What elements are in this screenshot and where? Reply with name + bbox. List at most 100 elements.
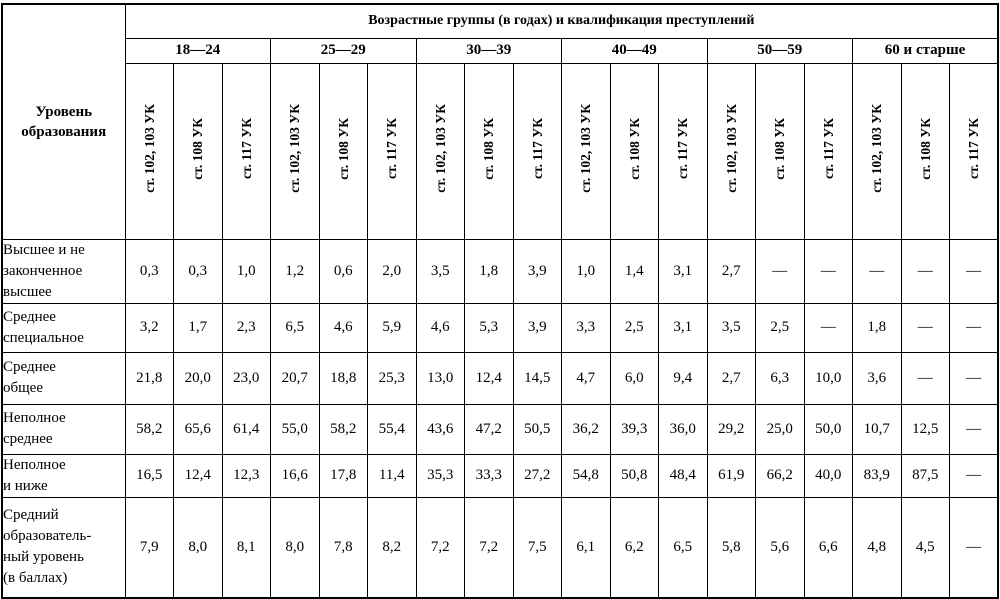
row-label-education-level: Среднее общее: [1, 351, 126, 405]
table-row: Неполное среднее 58,2 65,6 61,4 55,0 58,2 55,4…: [1, 403, 999, 455]
table-row: Среднее общее 21,8 20,0 23,0 20,7 18,8 25,3 13,…: [1, 351, 999, 405]
data-cell: 39,3: [609, 403, 659, 455]
data-cell: 87,5: [900, 453, 950, 498]
article-header-label: ст. 108 УК: [917, 117, 933, 180]
article-header-cell: ст. 102, 103 УК: [415, 62, 465, 240]
data-cell: 20,7: [270, 351, 320, 405]
table-row: Среднее специальное 3,2 1,7 2,3 6,5 4,6 5,9 4,6…: [1, 302, 999, 353]
data-cell: 8,2: [367, 496, 417, 599]
data-cell: 6,6: [803, 496, 853, 599]
age-group-header: 40—49: [561, 37, 708, 64]
data-cell: 1,8: [852, 302, 902, 353]
article-header-label: ст. 117 УК: [529, 118, 545, 179]
table-row: Высшее и не законченное высшее 0,3 0,3 1,0 1…: [1, 238, 999, 304]
data-cell: 1,4: [609, 238, 659, 304]
data-cell: 7,2: [415, 496, 465, 599]
data-cell: 16,5: [124, 453, 174, 498]
data-cell: 6,3: [755, 351, 805, 405]
row-label-education-level: Неполное и ниже: [1, 453, 126, 498]
data-cell: 58,2: [318, 403, 368, 455]
article-header-label: ст. 117 УК: [820, 118, 836, 179]
data-cell: 36,0: [658, 403, 708, 455]
data-cell: 47,2: [464, 403, 514, 455]
row-label-education-level: Высшее и не законченное высшее: [1, 238, 126, 304]
data-cell: 7,2: [464, 496, 514, 599]
article-header-label: ст. 102, 103 УК: [287, 104, 302, 193]
article-header-cell: ст. 108 УК: [900, 62, 950, 240]
data-cell: 20,0: [173, 351, 223, 405]
data-cell: 3,1: [658, 238, 708, 304]
data-cell: 43,6: [415, 403, 465, 455]
data-cell: 8,0: [270, 496, 320, 599]
data-cell: 1,2: [270, 238, 320, 304]
article-header-cell: ст. 108 УК: [173, 62, 223, 240]
data-cell: 50,5: [512, 403, 562, 455]
article-header-label: ст. 108 УК: [190, 117, 205, 180]
corner-header-education-level: Уровень образования: [1, 3, 126, 240]
data-cell: 3,1: [658, 302, 708, 353]
data-cell: 36,2: [561, 403, 611, 455]
article-header-cell: ст. 102, 103 УК: [561, 62, 611, 240]
data-cell: 6,0: [609, 351, 659, 405]
data-cell: 16,6: [270, 453, 320, 498]
data-cell: 35,3: [415, 453, 465, 498]
data-cell: —: [900, 238, 950, 304]
data-cell: —: [803, 238, 853, 304]
data-cell: 61,9: [706, 453, 756, 498]
data-cell: 17,8: [318, 453, 368, 498]
data-cell: 65,6: [173, 403, 223, 455]
article-header-cell: ст. 108 УК: [464, 62, 514, 240]
data-cell: 3,5: [706, 302, 756, 353]
data-cell: 33,3: [464, 453, 514, 498]
data-cell: 10,0: [803, 351, 853, 405]
data-cell: 2,5: [755, 302, 805, 353]
data-cell: 7,8: [318, 496, 368, 599]
data-cell: 7,5: [512, 496, 562, 599]
data-cell: —: [949, 238, 999, 304]
data-cell: 12,4: [464, 351, 514, 405]
article-header-label: ст. 102, 103 УК: [869, 104, 884, 193]
data-cell: 27,2: [512, 453, 562, 498]
education-crime-table: Уровень образования Возрастные группы (в…: [1, 3, 1000, 599]
data-cell: 8,1: [221, 496, 271, 599]
article-header-cell: ст. 117 УК: [803, 62, 853, 240]
article-header-cell: ст. 117 УК: [949, 62, 999, 240]
article-header-cell: ст. 108 УК: [318, 62, 368, 240]
data-cell: 5,9: [367, 302, 417, 353]
data-cell: 83,9: [852, 453, 902, 498]
data-cell: 3,2: [124, 302, 174, 353]
group-header-row: Уровень образования Возрастные группы (в…: [1, 3, 999, 240]
data-cell: 13,0: [415, 351, 465, 405]
data-cell: 25,3: [367, 351, 417, 405]
article-header-cell: ст. 117 УК: [512, 62, 562, 240]
data-cell: 12,3: [221, 453, 271, 498]
age-group-header: 18—24: [124, 37, 271, 64]
data-cell: 40,0: [803, 453, 853, 498]
data-cell: 54,8: [561, 453, 611, 498]
article-headers-row: ст. 102, 103 УК ст. 108 УК ст. 117 УК ст. 1…: [2, 62, 999, 240]
data-cell: 23,0: [221, 351, 271, 405]
article-header-label: ст. 102, 103 УК: [723, 104, 739, 193]
article-header-label: ст. 102, 103 УК: [141, 104, 157, 193]
article-header-cell: ст. 108 УК: [609, 62, 659, 240]
data-cell: 5,8: [706, 496, 756, 599]
data-cell: —: [755, 238, 805, 304]
article-header-label: ст. 102, 103 УК: [432, 104, 448, 193]
article-header-label: ст. 102, 103 УК: [578, 104, 593, 193]
data-cell: 3,6: [852, 351, 902, 405]
data-cell: 0,3: [124, 238, 174, 304]
data-cell: 0,6: [318, 238, 368, 304]
article-header-cell: ст. 102, 103 УК: [852, 62, 902, 240]
data-cell: —: [949, 351, 999, 405]
row-label-education-level: Среднее специальное: [1, 302, 126, 353]
age-group-header: 25—29: [270, 37, 417, 64]
article-header-cell: ст. 102, 103 УК: [706, 62, 756, 240]
article-header-cell: ст. 117 УК: [221, 62, 271, 240]
data-cell: 4,7: [561, 351, 611, 405]
data-cell: —: [900, 302, 950, 353]
data-cell: 21,8: [124, 351, 174, 405]
data-cell: 2,0: [367, 238, 417, 304]
article-header-cell: ст. 108 УК: [755, 62, 805, 240]
data-cell: 5,3: [464, 302, 514, 353]
data-cell: 4,6: [415, 302, 465, 353]
